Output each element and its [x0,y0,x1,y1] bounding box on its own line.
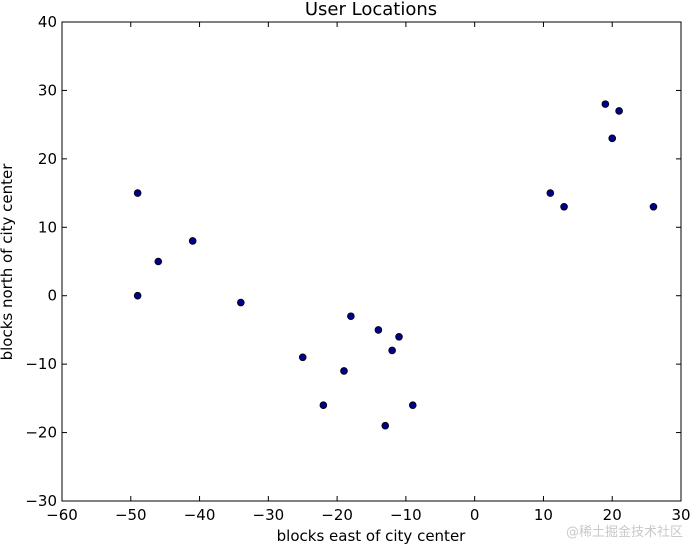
x-tick-label: 10 [534,506,553,524]
scatter-point [615,107,623,115]
x-axis-label: blocks east of city center [277,527,467,544]
scatter-point [133,291,142,300]
scatter-point [347,312,355,321]
y-tick-label: −30 [25,492,57,510]
y-tick-label: 40 [38,13,57,31]
scatter-point [154,257,163,266]
scatter-point [133,189,142,197]
scatter-point [395,332,403,341]
scatter-point [546,189,555,197]
plot-area: −60 −50 −40 −30 −20 −10 0 10 20 30 −30 −20 −10 0 10 20 3… [25,13,690,524]
y-tick-label: −10 [25,355,57,373]
scatter-point [298,353,307,362]
y-tick-label: 0 [47,287,57,305]
scatter-point [340,367,348,375]
x-tick-label: −60 [46,506,78,524]
scatter-point [560,202,568,211]
scatter-point [388,346,396,355]
scatter-point [601,100,610,108]
scatter-point [649,202,658,211]
scatter-point [608,134,617,143]
scatter-point [408,401,417,410]
y-tick-label: −20 [25,424,57,442]
scatter-point [374,326,383,334]
scatter-point [319,401,328,410]
scatter-point [381,421,390,430]
plot-frame [61,21,682,502]
x-tick-label: −10 [390,506,422,524]
y-tick-label: 10 [38,218,57,236]
scatter-point [188,237,197,245]
x-tick-label: 30 [671,506,690,524]
scatter-point [237,298,245,307]
x-tick-label: 0 [470,506,480,524]
watermark-text: @稀土掘金技术社区 [565,525,683,540]
x-tick-label: −50 [115,506,147,524]
chart-title: User Locations [305,0,437,20]
x-tick-label: 20 [603,506,622,524]
y-tick-label: 20 [38,150,57,168]
y-tick-label: 30 [38,81,57,99]
x-tick-label: −30 [253,506,285,524]
y-axis-label: blocks north of city center [0,163,16,361]
x-tick-label: −40 [184,506,216,524]
x-tick-label: −20 [321,506,353,524]
